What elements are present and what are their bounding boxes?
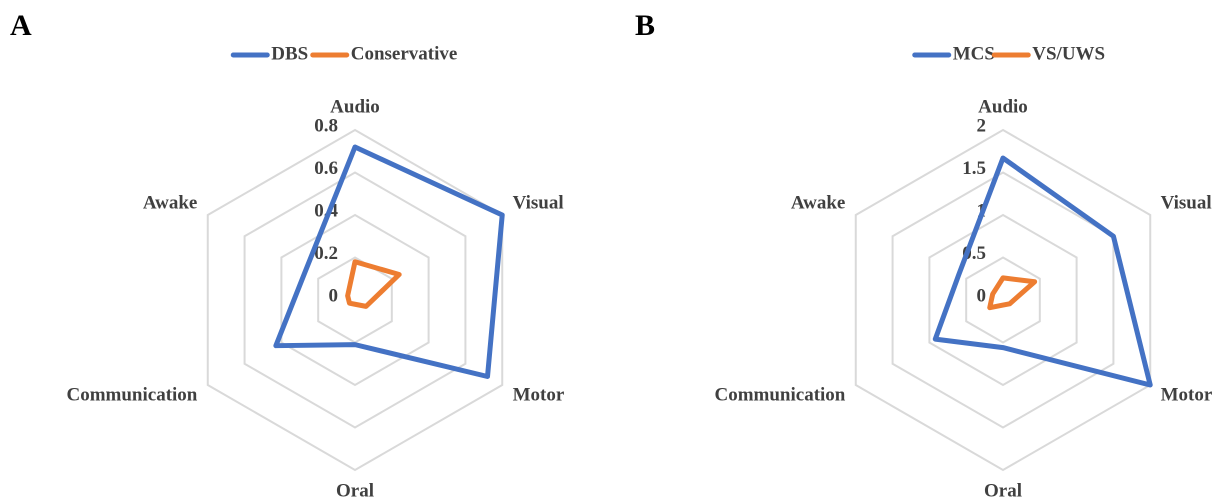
category-label: Audio (978, 96, 1028, 117)
panel-label: B (635, 9, 655, 42)
category-label: Audio (330, 96, 380, 117)
panel-label: A (10, 9, 32, 42)
category-label: Oral (984, 480, 1022, 500)
category-label: Communication (66, 384, 197, 405)
category-label: Visual (1161, 192, 1212, 213)
grid-ring (928, 213, 1078, 387)
legend-label: Conservative (351, 43, 458, 64)
tick-label: 0.2 (314, 243, 338, 264)
grid-ring (854, 128, 1152, 472)
legend-label: VS/UWS (1032, 43, 1105, 64)
tick-label: 0 (329, 285, 339, 306)
tick-label: 0 (977, 285, 987, 306)
series-line (987, 275, 1038, 311)
tick-label: 0.6 (314, 158, 338, 179)
series-line (273, 144, 505, 379)
category-label: Awake (143, 192, 198, 213)
category-label: Oral (336, 480, 374, 500)
legend-label: MCS (953, 43, 995, 64)
category-label: Motor (1161, 384, 1213, 405)
series-line (345, 259, 402, 309)
category-label: Communication (714, 384, 845, 405)
tick-label: 2 (977, 115, 987, 136)
category-label: Visual (513, 192, 564, 213)
grid-ring (206, 128, 504, 472)
series-line (932, 155, 1153, 388)
legend-label: DBS (271, 43, 308, 64)
tick-label: 1.5 (962, 158, 986, 179)
category-label: Awake (791, 192, 846, 213)
tick-label: 0.8 (314, 115, 338, 136)
grid-ring (243, 171, 467, 429)
category-label: Motor (513, 384, 565, 405)
grid-ring (280, 213, 430, 387)
grid-ring (965, 256, 1041, 344)
